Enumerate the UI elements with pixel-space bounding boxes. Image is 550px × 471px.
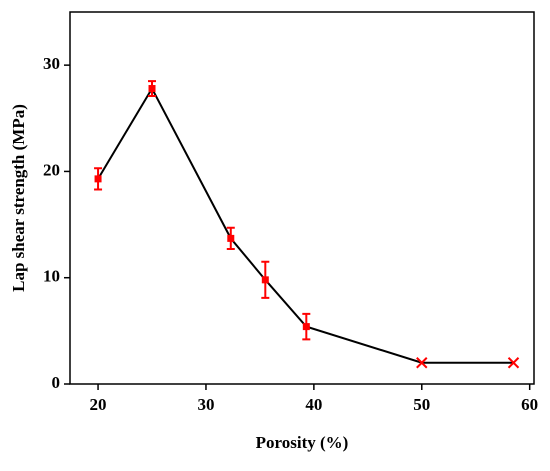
marker-square	[227, 234, 235, 242]
marker-square	[94, 175, 102, 183]
y-tick-label: 30	[43, 54, 60, 73]
marker-square	[302, 323, 310, 331]
marker-x	[507, 357, 520, 369]
x-tick-label: 30	[197, 395, 214, 414]
x-tick-label: 20	[90, 395, 107, 414]
x-tick-label: 50	[413, 395, 430, 414]
x-tick-label: 40	[305, 395, 322, 414]
marker-x	[416, 357, 428, 369]
y-axis-label: Lap shear strength (MPa)	[9, 104, 28, 292]
y-tick-label: 10	[43, 267, 60, 286]
y-tick-label: 0	[52, 373, 61, 392]
x-axis-label: Porosity (%)	[256, 433, 349, 452]
marker-square	[148, 85, 156, 93]
y-tick-label: 20	[43, 160, 60, 179]
marker-square	[261, 276, 269, 284]
plot-frame	[69, 11, 535, 385]
x-tick-label: 60	[521, 395, 538, 414]
